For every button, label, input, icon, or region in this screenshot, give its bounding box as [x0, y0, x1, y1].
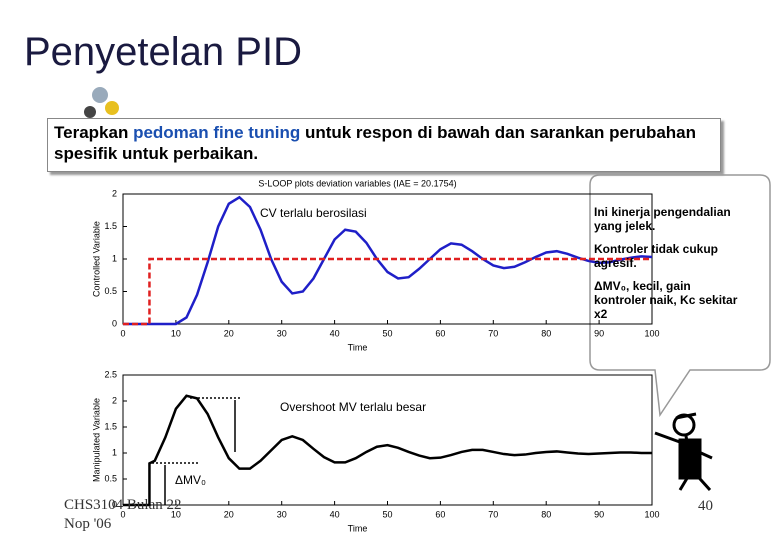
footer-line: Nop '06 — [64, 516, 112, 532]
x-tick-label: 10 — [171, 328, 181, 338]
y-axis-label: Manipulated Variable — [91, 398, 101, 482]
x-tick-label: 0 — [120, 328, 125, 338]
prompt-text: untuk respon di bawah dan sarankan perub… — [54, 123, 697, 163]
callout-line: ΔMV₀, kecil, gain kontroler naik, Kc sek… — [594, 279, 738, 321]
x-tick-label: 70 — [488, 509, 498, 519]
y-tick-label: 1 — [112, 447, 117, 457]
chart-title: S-LOOP plots deviation variables (IAE = … — [258, 178, 456, 188]
x-tick-label: 60 — [435, 328, 445, 338]
x-tick-label: 50 — [382, 509, 392, 519]
x-tick-label: 100 — [644, 328, 659, 338]
annotation: CV terlalu berosilasi — [260, 206, 367, 220]
series-line — [123, 257, 652, 326]
y-tick-label: 0 — [112, 318, 117, 328]
y-tick-label: 2.5 — [104, 369, 117, 379]
x-tick-label: 20 — [224, 509, 234, 519]
series-line — [123, 394, 652, 507]
y-tick-label: 1 — [112, 253, 117, 263]
annotation: Overshoot MV terlalu besar — [280, 400, 426, 414]
x-tick-label: 50 — [382, 328, 392, 338]
footer: CHS3104 Bulan 22 Nop '06 — [64, 496, 182, 534]
x-tick-label: 0 — [120, 509, 125, 519]
slide-title: Penyetelan PID — [24, 30, 302, 74]
x-tick-label: 100 — [644, 509, 659, 519]
series-line — [123, 195, 653, 326]
molecule — [92, 87, 108, 103]
callout-bubble — [589, 174, 771, 418]
x-tick-label: 40 — [330, 328, 340, 338]
prompt-text: Terapkan — [54, 123, 134, 142]
x-tick-label: 10 — [171, 509, 181, 519]
x-tick-label: 80 — [541, 328, 551, 338]
y-tick-label: 2 — [112, 188, 117, 198]
prompt-highlight: pedoman fine tuning — [133, 123, 301, 142]
x-tick-label: 70 — [488, 328, 498, 338]
page-number: 40 — [698, 498, 713, 514]
molecule — [105, 101, 119, 115]
x-tick-label: 60 — [435, 509, 445, 519]
callout-line: Ini kinerja pengendalian yang jelek. — [594, 205, 731, 233]
y-tick-label: 2 — [112, 395, 117, 405]
prompt-box: Terapkan pedoman fine tuning untuk respo… — [47, 118, 721, 172]
x-tick-label: 80 — [541, 509, 551, 519]
step-label: ΔMV₀ — [175, 473, 206, 487]
y-tick-label: 0.5 — [104, 473, 117, 483]
callout: Ini kinerja pengendalian yang jelek. Kon… — [594, 205, 744, 330]
callout-line: Kontroler tidak cukup agresif. — [594, 242, 719, 270]
y-axis-label: Controlled Variable — [91, 221, 101, 297]
x-tick-label: 30 — [277, 509, 287, 519]
x-tick-label: 30 — [277, 328, 287, 338]
molecule — [84, 106, 96, 118]
x-tick-label: 20 — [224, 328, 234, 338]
x-tick-label: 90 — [594, 509, 604, 519]
y-tick-label: 0 — [112, 499, 117, 509]
x-axis-label: Time — [348, 342, 368, 352]
footer-line: CHS3104 Bulan 22 — [64, 497, 182, 513]
y-tick-label: 1.5 — [104, 421, 117, 431]
x-tick-label: 90 — [594, 328, 604, 338]
stick-figure — [654, 412, 713, 492]
y-tick-label: 1.5 — [104, 221, 117, 231]
x-tick-label: 40 — [330, 509, 340, 519]
x-axis-label: Time — [348, 523, 368, 533]
y-tick-label: 0.5 — [104, 286, 117, 296]
